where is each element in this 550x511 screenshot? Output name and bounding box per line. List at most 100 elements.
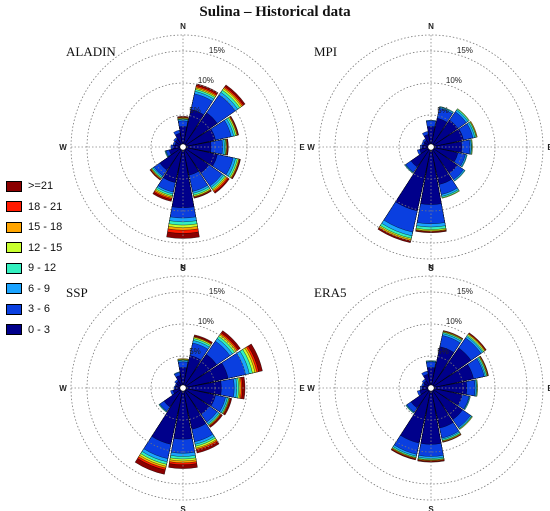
cardinal-e: E <box>299 143 305 152</box>
ring-label: 10% <box>446 76 462 85</box>
speed-legend: >=21 18 - 21 15 - 18 12 - 15 9 - 12 6 - 9 3 - … <box>6 176 62 340</box>
rose-petal-w-bin-0 <box>175 386 184 390</box>
rose-petal-ne-bin-0 <box>182 354 217 389</box>
ring-label: 15% <box>209 287 225 296</box>
legend-item: 12 - 15 <box>6 238 62 259</box>
cardinal-e: E <box>299 384 305 393</box>
legend-swatch <box>6 221 22 233</box>
rose-petal-w-bin-0 <box>421 386 432 390</box>
panel-title: MPI <box>314 44 337 59</box>
rose-petal-ssw-bin-0 <box>151 387 184 445</box>
figure-title: Sulina – Historical data <box>199 4 351 20</box>
legend-label: 6 - 9 <box>28 282 51 295</box>
cardinal-n: N <box>428 22 434 31</box>
ring-label: 5% <box>437 347 449 356</box>
legend-label: 18 - 21 <box>28 200 63 213</box>
legend-label: 9 - 12 <box>28 262 57 275</box>
rose-petal-nnw-bin-0 <box>423 374 432 389</box>
legend-item: 6 - 9 <box>6 279 62 300</box>
legend-swatch <box>6 180 22 192</box>
rose-petal-ne-bin-0 <box>430 347 472 389</box>
rose-petal-ese-bin-0 <box>430 146 459 163</box>
rose-petal-nnw-bin-0 <box>423 134 432 148</box>
wind-rose-ssp: 5% 10% 15% N E S W SSP <box>59 263 305 511</box>
legend-swatch <box>6 201 22 213</box>
rose-petal-ne-bin-0 <box>182 112 218 148</box>
outer-ring <box>318 275 544 501</box>
rose-petal-ene-bin-0 <box>430 364 474 389</box>
wind-rose-mpi: 5% 10% 15% N E S W MPI <box>307 22 550 273</box>
panel-title: SSP <box>66 285 88 300</box>
legend-swatch <box>6 283 22 295</box>
rose-petal-nne-bin-0 <box>182 109 205 148</box>
legend-swatch <box>6 324 22 336</box>
legend-label: 12 - 15 <box>28 241 63 254</box>
cardinal-s: S <box>180 264 186 273</box>
rose-petal-ne-bin-0 <box>430 119 459 148</box>
cardinal-s: S <box>428 264 434 273</box>
rose-petal-se-bin-0 <box>430 387 463 420</box>
outer-ring <box>70 275 296 501</box>
rose-petal-se-bin-0 <box>182 146 210 174</box>
ring-label: 10% <box>446 317 462 326</box>
outer-ring <box>318 34 544 260</box>
legend-label: >=21 <box>28 180 54 193</box>
rose-petal-nne-bin-0 <box>182 355 202 389</box>
rose-petal-nnw-bin-0 <box>175 375 184 389</box>
ring-label: 10% <box>198 76 214 85</box>
center-hole <box>179 384 187 392</box>
wind-rose-aladin: 5% 10% 15% N E S W ALADIN <box>59 22 305 273</box>
legend-item: 15 - 18 <box>6 217 62 238</box>
rose-petal-wsw-bin-0 <box>169 146 184 155</box>
cardinal-n: N <box>180 263 186 272</box>
rose-petal-ssw-bin-0 <box>162 146 184 183</box>
ring-label: 15% <box>209 46 225 55</box>
cardinal-w: W <box>59 384 67 393</box>
cardinal-w: W <box>307 143 315 152</box>
rose-petal-ssw-bin-0 <box>395 146 432 212</box>
rose-petal-ese-bin-0 <box>182 387 216 407</box>
legend-swatch <box>6 242 22 254</box>
rose-petal-ene-bin-0 <box>430 128 464 148</box>
center-hole <box>179 143 187 151</box>
rose-petal-nne-bin-0 <box>430 118 448 148</box>
ring-label: 10% <box>198 317 214 326</box>
rose-petal-sw-bin-0 <box>410 387 432 409</box>
panel-title: ERA5 <box>314 285 347 300</box>
legend-item: 3 - 6 <box>6 299 62 320</box>
legend-item: 0 - 3 <box>6 320 62 341</box>
cardinal-s: S <box>180 505 186 511</box>
rose-petal-sw-bin-0 <box>163 387 184 408</box>
wind-rose-era5: 5% 10% 15% N E S W ERA5 <box>307 263 550 511</box>
rose-petal-sse-bin-0 <box>430 387 454 429</box>
legend-label: 3 - 6 <box>28 303 51 316</box>
rose-petal-w-bin-0 <box>421 145 432 149</box>
center-hole <box>427 384 435 392</box>
ring-label: 15% <box>457 46 473 55</box>
cardinal-s: S <box>428 505 434 511</box>
legend-swatch <box>6 262 22 274</box>
cardinal-e: E <box>547 143 550 152</box>
ring-label: 5% <box>437 106 449 115</box>
rose-petal-ene-bin-0 <box>182 128 216 148</box>
legend-label: 0 - 3 <box>28 323 51 336</box>
rose-petal-sse-bin-0 <box>182 387 207 430</box>
rose-petal-sse-bin-0 <box>182 146 199 176</box>
rose-petal-ese-bin-0 <box>182 146 218 167</box>
cardinal-e: E <box>547 384 550 393</box>
rose-petal-ssw-bin-0 <box>400 387 432 444</box>
rose-petal-sse-bin-0 <box>430 146 453 185</box>
rose-petal-sw-bin-0 <box>410 146 432 168</box>
cardinal-w: W <box>307 384 315 393</box>
rose-petal-sw-bin-0 <box>159 146 184 171</box>
rose-petal-nnw-bin-0 <box>175 133 184 148</box>
legend-item: 9 - 12 <box>6 258 62 279</box>
ring-label: 5% <box>189 347 201 356</box>
center-hole <box>427 143 435 151</box>
rose-petal-ene-bin-0 <box>182 362 229 389</box>
rose-petal-e-bin-0 <box>182 380 222 396</box>
outer-ring <box>70 34 296 260</box>
legend-item: >=21 <box>6 176 62 197</box>
legend-item: 18 - 21 <box>6 197 62 218</box>
ring-label: 5% <box>189 106 201 115</box>
